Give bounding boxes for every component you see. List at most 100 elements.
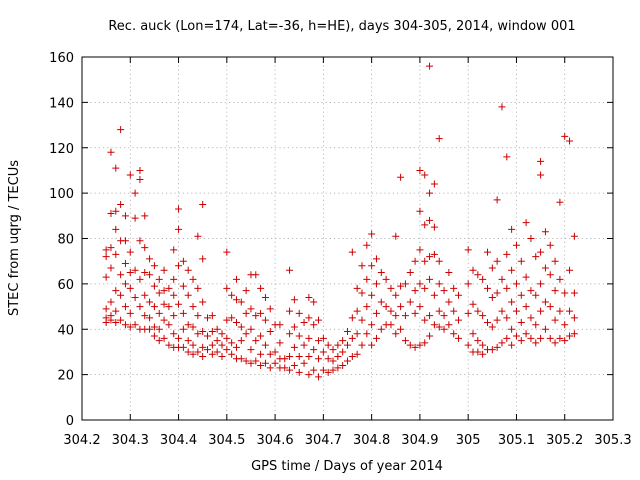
data-point (266, 305, 274, 313)
data-point (199, 343, 207, 351)
data-point (561, 132, 569, 140)
data-point (218, 352, 226, 360)
data-point (411, 257, 419, 265)
data-point (426, 253, 434, 261)
data-point (194, 312, 202, 320)
data-point (508, 341, 516, 349)
data-point (184, 321, 192, 329)
data-point (232, 318, 240, 326)
data-point (146, 325, 154, 333)
data-point (339, 337, 347, 345)
data-point (121, 212, 129, 220)
data-point (406, 269, 414, 277)
data-point (537, 157, 545, 165)
data-point (445, 298, 453, 306)
data-point (315, 337, 323, 345)
data-point (271, 348, 279, 356)
data-point (315, 316, 323, 324)
data-point (440, 325, 448, 333)
data-point (305, 293, 313, 301)
data-point (112, 225, 120, 233)
plot-frame (81, 56, 614, 421)
data-point (290, 362, 298, 370)
data-point (242, 357, 250, 365)
data-point (527, 334, 535, 342)
data-point (141, 244, 149, 252)
data-point (479, 350, 487, 358)
data-point (377, 269, 385, 277)
data-point (266, 350, 274, 358)
data-point (208, 312, 216, 320)
data-point (228, 350, 236, 358)
data-point (522, 303, 530, 311)
y-tick-label: 20 (57, 369, 74, 384)
data-point (213, 348, 221, 356)
data-point (107, 244, 115, 252)
data-point (276, 339, 284, 347)
data-point (392, 232, 400, 240)
data-point (435, 323, 443, 331)
data-point (401, 337, 409, 345)
data-point (469, 266, 477, 274)
data-point (261, 316, 269, 324)
data-point (541, 228, 549, 236)
data-point (344, 341, 351, 349)
x-tick-label: 304.6 (256, 433, 293, 448)
data-point (324, 341, 332, 349)
data-point (348, 314, 356, 322)
data-point (479, 275, 487, 283)
data-point (488, 293, 496, 301)
data-point (358, 289, 366, 297)
data-point (310, 346, 318, 354)
data-point (107, 316, 115, 324)
data-point (426, 216, 434, 224)
data-point (546, 241, 554, 249)
data-point (488, 323, 496, 331)
data-point (517, 291, 525, 299)
data-point (469, 300, 477, 308)
data-point (397, 173, 405, 181)
data-point (483, 284, 491, 292)
data-point (305, 334, 313, 342)
data-point (561, 289, 569, 297)
data-point (295, 368, 303, 376)
data-point (242, 309, 250, 317)
data-point (411, 287, 419, 295)
data-point (570, 232, 578, 240)
data-point (479, 312, 487, 320)
data-point (126, 248, 134, 256)
data-point (194, 284, 202, 292)
data-point (252, 271, 260, 279)
data-point (204, 314, 212, 322)
data-point (358, 341, 366, 349)
data-point (310, 366, 318, 374)
data-point (170, 291, 178, 299)
data-point (469, 330, 477, 338)
data-point (112, 250, 120, 258)
data-point (551, 287, 559, 295)
data-point (194, 232, 202, 240)
data-point (261, 341, 269, 349)
data-point (498, 339, 506, 347)
data-point (150, 323, 158, 331)
data-point (305, 352, 313, 360)
data-point (121, 303, 129, 311)
data-point (126, 309, 134, 317)
data-point (261, 359, 269, 367)
data-point (102, 246, 110, 254)
data-point (281, 355, 289, 363)
data-point (131, 321, 139, 329)
data-point (208, 350, 216, 358)
data-point (363, 330, 371, 338)
data-point (257, 332, 265, 340)
data-point (329, 366, 337, 374)
x-axis-label: GPS time / Days of year 2014 (251, 459, 443, 474)
data-point (368, 341, 376, 349)
data-point (218, 330, 226, 338)
data-point (566, 137, 574, 145)
data-point (295, 352, 303, 360)
data-point (503, 284, 511, 292)
data-point (541, 298, 549, 306)
data-point (155, 325, 163, 333)
data-point (430, 250, 438, 258)
